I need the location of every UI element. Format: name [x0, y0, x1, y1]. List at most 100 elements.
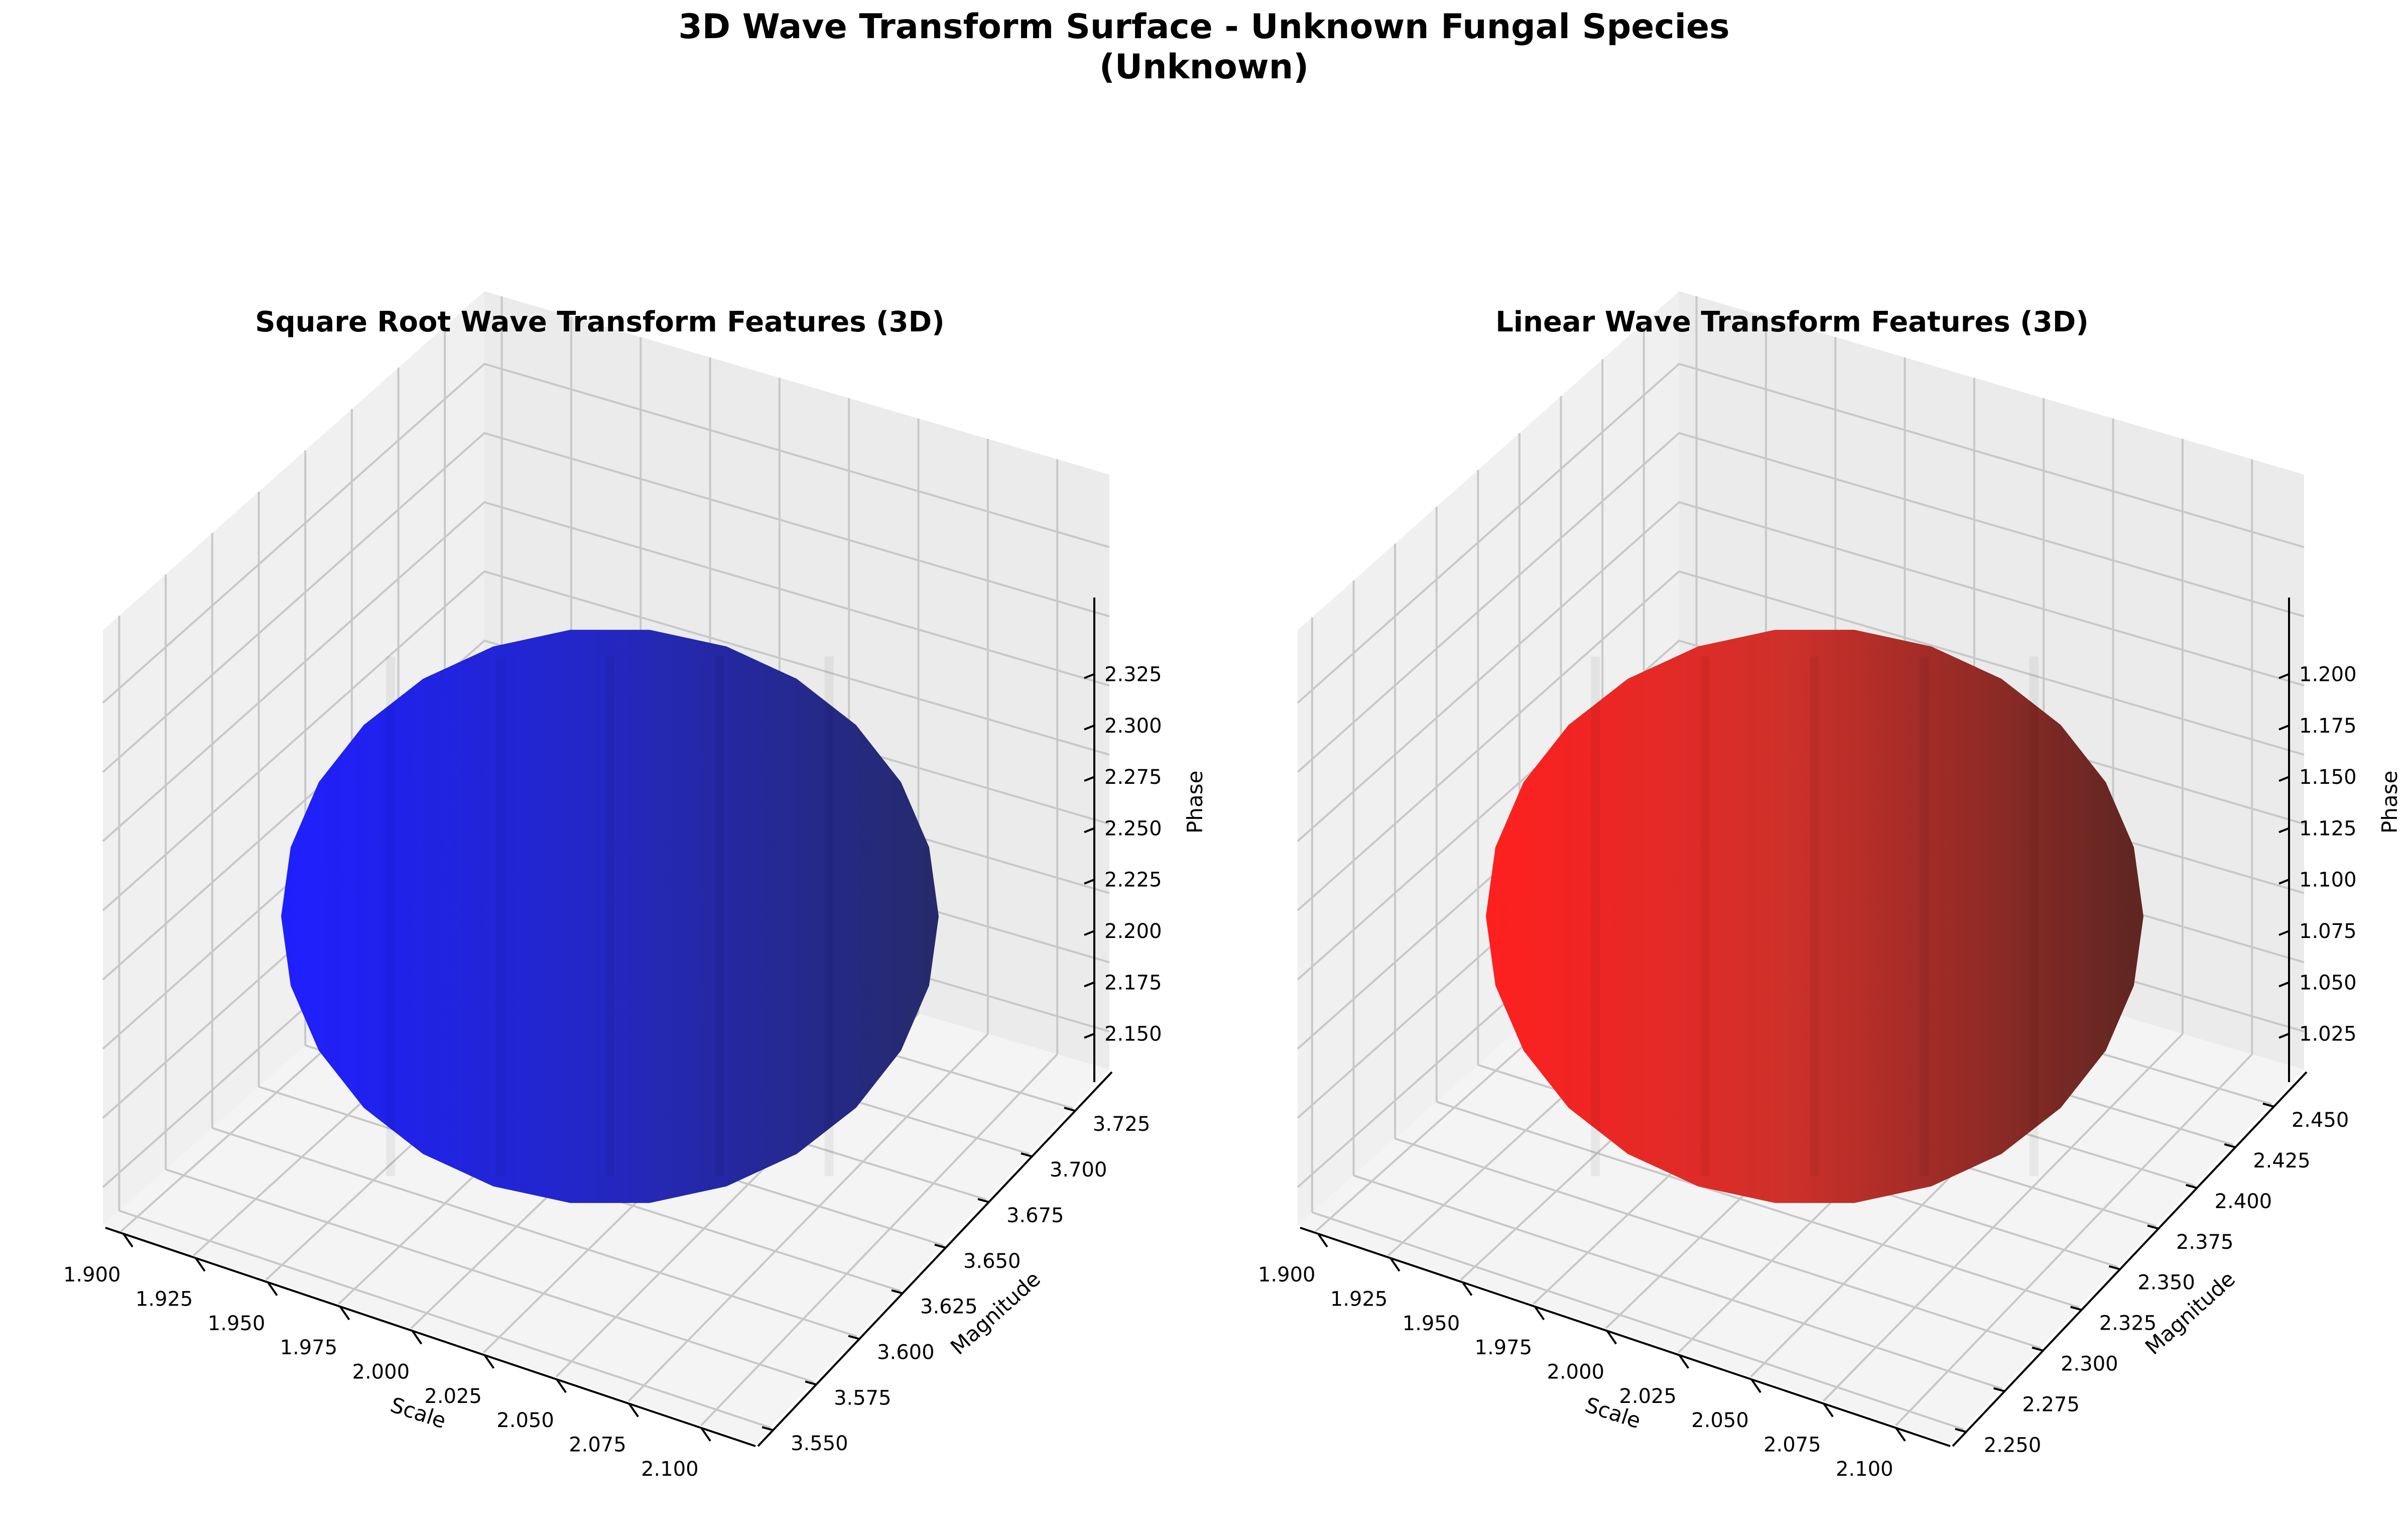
y-tick-label: 2.350: [2137, 1271, 2195, 1294]
y-tick: [762, 1426, 774, 1432]
x-tick-label: 2.050: [1691, 1409, 1749, 1432]
x-tick: [195, 1257, 206, 1272]
z-tick: [1084, 981, 1095, 988]
z-tick: [1084, 673, 1095, 679]
y-tick: [2108, 1265, 2120, 1270]
x-tick-label: 1.900: [63, 1263, 121, 1286]
z-tick-label: 2.175: [1104, 971, 1162, 994]
right-3d-axes: 1.900 1.925 1.950 1.975 2.000 2.025 2.050 2.075…: [1258, 291, 2398, 1481]
z-tick-label: 2.225: [1104, 869, 1162, 892]
z-tick: [2278, 930, 2290, 936]
z-tick-label: 1.200: [2299, 663, 2357, 686]
y-tick: [1064, 1107, 1076, 1112]
y-tick: [2070, 1306, 2082, 1311]
y-tick-label: 2.300: [2061, 1353, 2118, 1376]
x-tick-label: 1.975: [280, 1336, 338, 1359]
x-tick: [267, 1281, 278, 1296]
y-gridline-floor: [1312, 1211, 1964, 1431]
surface-sphere: [1486, 630, 2143, 1203]
x-tick-label: 2.050: [496, 1409, 554, 1432]
y-gridline-floor: [1436, 1101, 2080, 1309]
y-tick-label: 2.275: [2022, 1393, 2080, 1417]
y-tick-label: 2.450: [2292, 1109, 2349, 1132]
left-3d-axes: 1.900 1.925 1.950 1.975 2.000 2.025 2.050 2.075…: [63, 291, 1204, 1481]
y-tick: [1021, 1152, 1033, 1158]
x-tick-label: 2.000: [1547, 1360, 1605, 1383]
y-tick-label: 3.675: [1006, 1204, 1064, 1227]
surface-sphere: [281, 630, 939, 1203]
y-gridline-floor: [1353, 1174, 2003, 1390]
y-tick-label: 3.650: [963, 1250, 1021, 1273]
y-tick-label: 2.375: [2176, 1231, 2234, 1254]
z-tick: [2278, 827, 2290, 834]
z-tick: [2278, 724, 2290, 731]
z-gridline: [102, 501, 1110, 842]
y-tick: [2032, 1346, 2044, 1352]
z-tick-label: 1.100: [2299, 869, 2357, 892]
z-tick-label: 2.150: [1104, 1023, 1162, 1046]
y-tick-label: 3.550: [791, 1432, 848, 1455]
x-tick-label: 2.100: [1836, 1458, 1893, 1481]
z-gridline: [1297, 432, 2305, 773]
y-tick-label: 2.400: [2215, 1190, 2272, 1213]
z-tick-label: 2.250: [1104, 817, 1162, 840]
z-tick: [2278, 1032, 2290, 1039]
figure-title: 3D Wave Transform Surface - Unknown Fung…: [0, 7, 2408, 87]
x-tick-label: 1.950: [208, 1312, 266, 1335]
z-tick-label: 1.025: [2299, 1023, 2357, 1046]
x-tick-label: 2.025: [424, 1385, 482, 1408]
x-tick: [339, 1306, 350, 1321]
y-tick-label: 3.625: [920, 1295, 978, 1319]
x-tick-label: 1.900: [1258, 1263, 1316, 1286]
y-tick: [805, 1380, 817, 1386]
y-gridline-floor: [212, 1127, 857, 1338]
y-tick: [934, 1243, 946, 1249]
z-gridline: [102, 363, 1110, 704]
y-tick-label: 2.250: [1984, 1434, 2042, 1457]
z-tick-label: 2.300: [1104, 715, 1162, 738]
y-tick: [1955, 1428, 1967, 1433]
axis-lines: [1300, 598, 2308, 1447]
z-gridline: [1297, 639, 2305, 981]
z-gridline: [102, 639, 1110, 981]
y-tick: [2147, 1224, 2159, 1230]
x-tick: [1389, 1257, 1401, 1272]
axis-lines: [105, 598, 1113, 1447]
y-tick: [2186, 1184, 2198, 1189]
z-tick: [1084, 776, 1095, 782]
y-tick-label: 3.700: [1050, 1158, 1107, 1182]
x-gridline-floor: [1822, 1033, 2184, 1402]
z-tick: [1084, 827, 1095, 834]
y-tick-label: 3.575: [834, 1386, 892, 1409]
x-tick-label: 1.975: [1475, 1336, 1533, 1359]
x-tick-label: 1.925: [136, 1287, 193, 1311]
subplot-title: Linear Wave Transform Features (3D): [1495, 306, 2089, 338]
figure-title-line2: (Unknown): [1099, 47, 1309, 87]
y-axis-line: [1952, 1071, 2308, 1447]
x-axis-line: [1300, 1227, 1951, 1447]
z-gridline: [1297, 570, 2305, 911]
z-tick: [2278, 776, 2290, 782]
z-tick: [2278, 878, 2290, 885]
x-tick-label: 2.100: [641, 1458, 699, 1481]
y-tick: [977, 1198, 989, 1203]
y-tick-label: 2.325: [2099, 1312, 2157, 1335]
z-gridline: [102, 432, 1110, 773]
z-gridline: [102, 570, 1110, 911]
x-gridline-floor: [1895, 1053, 2253, 1427]
x-tick: [1606, 1330, 1617, 1345]
x-tick: [700, 1427, 711, 1442]
left-wall-pane: [1298, 291, 1679, 1225]
x-tick-label: 2.075: [1763, 1433, 1821, 1456]
y-tick: [1993, 1387, 2005, 1392]
y-tick-label: 2.425: [2253, 1149, 2311, 1172]
z-tick: [2278, 673, 2290, 679]
tick-labels: 1.900 1.925 1.950 1.975 2.000 2.025 2.050 2.075…: [1258, 663, 2357, 1480]
x-tick: [411, 1330, 423, 1345]
x-tick: [483, 1354, 495, 1369]
z-tick-label: 2.200: [1104, 920, 1162, 943]
z-axis-label: Phase: [2377, 771, 2398, 834]
x-tick: [1317, 1233, 1328, 1248]
z-axis-label: Phase: [1183, 771, 1204, 834]
